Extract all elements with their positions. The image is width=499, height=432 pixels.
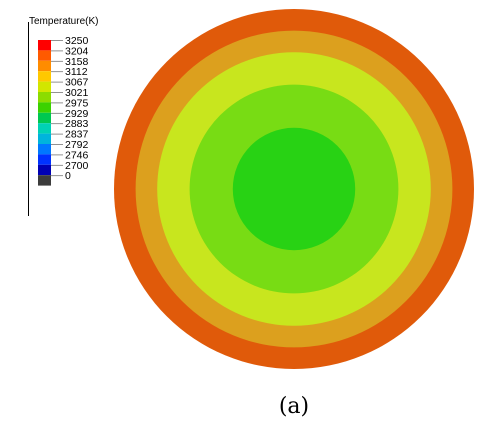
legend-swatch <box>38 133 51 144</box>
legend-tick-label: 3204 <box>65 45 89 57</box>
legend-title: Temperature(K) <box>29 16 98 27</box>
figure-caption: (a) <box>279 394 309 419</box>
legend-tick-label: 2975 <box>65 97 89 109</box>
legend-swatch <box>38 175 51 186</box>
legend-tick-label: 3158 <box>65 56 89 68</box>
legend-swatch <box>38 154 51 165</box>
legend-swatch <box>38 102 51 113</box>
legend-swatch <box>38 112 51 124</box>
legend-tick-label: 2837 <box>65 129 89 141</box>
legend-tick-label: 0 <box>65 170 71 182</box>
legend-tick-label: 3250 <box>65 35 89 47</box>
legend-tick-label: 3067 <box>65 77 89 89</box>
legend-tick-label: 2929 <box>65 108 89 120</box>
legend-swatch <box>38 123 51 134</box>
contour-band <box>232 127 356 251</box>
legend-swatch <box>38 50 51 61</box>
legend-swatch <box>38 40 51 51</box>
legend-swatch <box>38 164 51 176</box>
legend-swatch <box>38 92 51 103</box>
legend-tick-label: 2746 <box>65 149 89 161</box>
temperature-legend: Temperature(K) 3250320431583112306730212… <box>28 16 98 216</box>
legend-swatch <box>38 81 51 92</box>
legend-tick-label: 3112 <box>65 66 88 78</box>
legend-swatch <box>38 144 51 155</box>
legend-swatch <box>38 60 51 72</box>
legend-tick-label: 3021 <box>65 87 89 99</box>
temperature-disc <box>114 9 474 369</box>
legend-tick-label: 2792 <box>65 139 89 151</box>
legend-swatch <box>38 71 51 82</box>
legend-tick-label: 2883 <box>65 118 89 130</box>
legend-tick-label: 2700 <box>65 160 89 172</box>
